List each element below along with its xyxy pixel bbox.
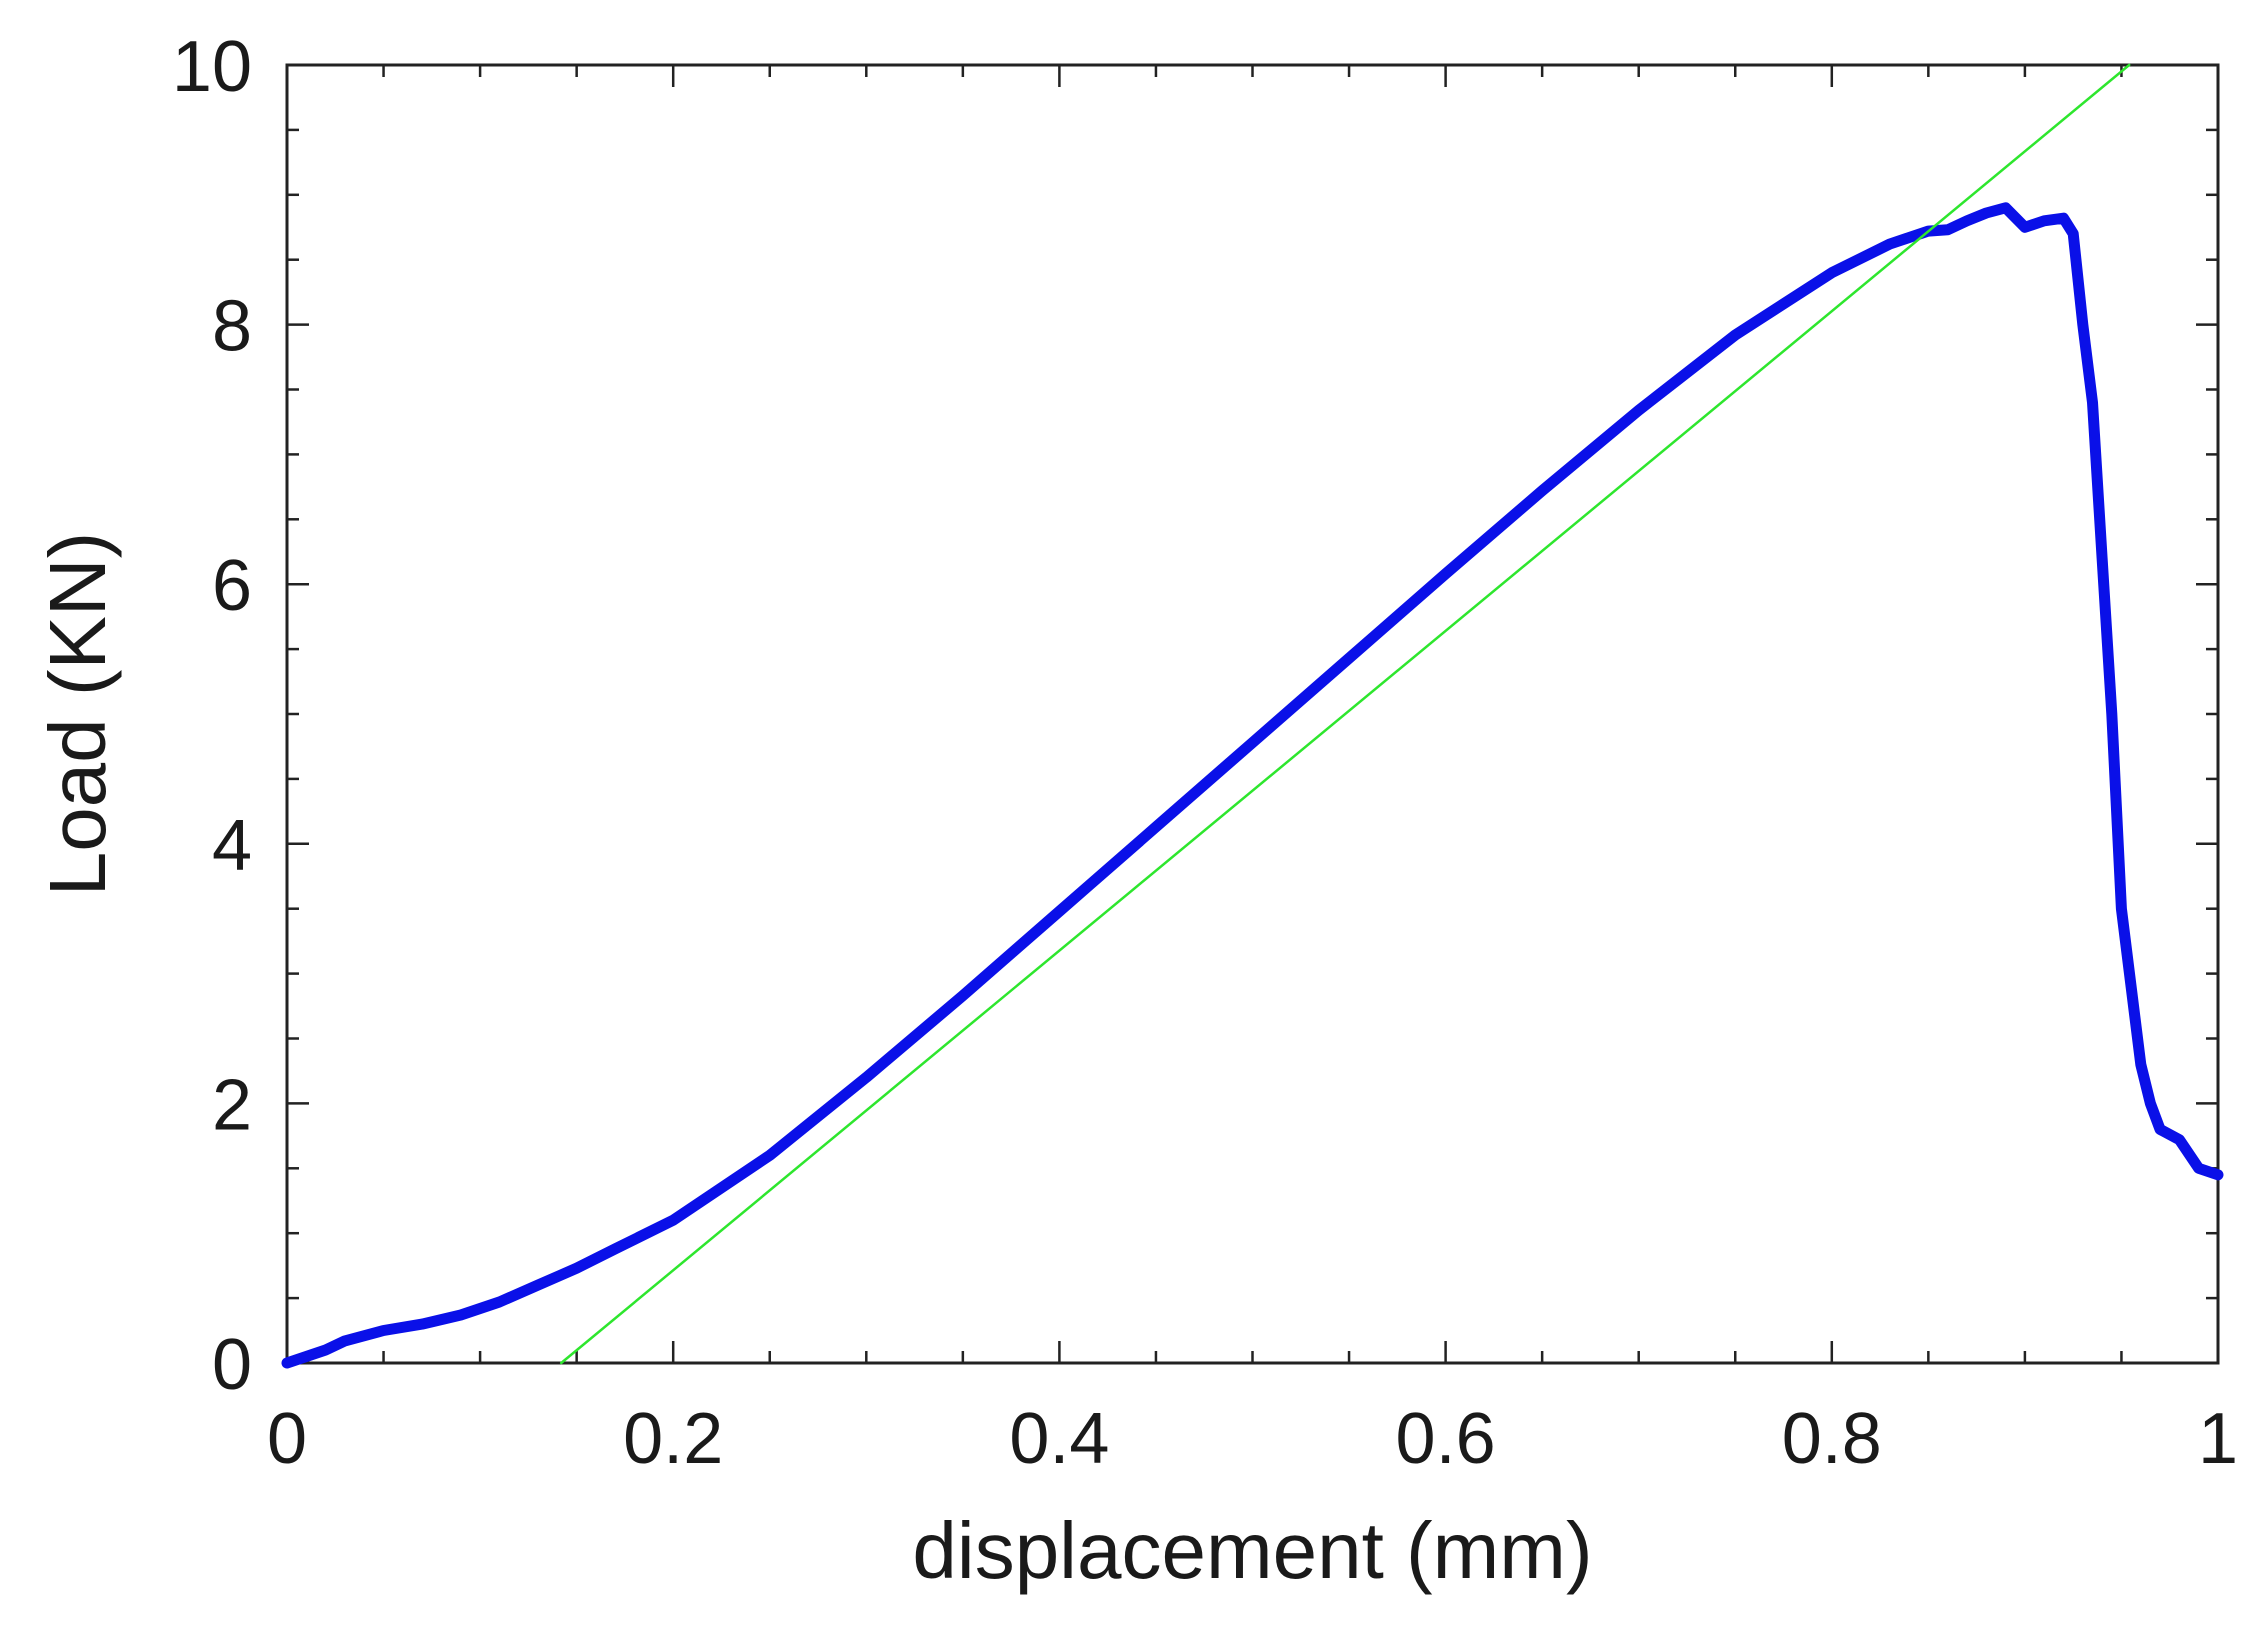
y-tick-label: 4	[212, 806, 252, 886]
y-tick-label: 6	[212, 546, 252, 626]
plot-frame	[285, 63, 2220, 1365]
x-tick-label: 0	[267, 1399, 307, 1479]
x-axis-title: displacement (mm)	[912, 1506, 1592, 1595]
x-tick-label: 1	[2198, 1399, 2238, 1479]
load-displacement-curve	[281, 202, 2224, 1369]
x-tick-label: 0.8	[1782, 1399, 1882, 1479]
y-tick-label: 2	[212, 1065, 252, 1145]
x-tick-label: 0.2	[623, 1399, 723, 1479]
y-tick-label: 0	[212, 1325, 252, 1405]
y-tick-label: 8	[212, 287, 252, 367]
series-layer	[281, 63, 2224, 1369]
y-tick-label: 10	[172, 27, 252, 107]
x-tick-label: 0.6	[1396, 1399, 1496, 1479]
y-axis-title: Load (KN)	[33, 532, 122, 897]
plot-area	[285, 63, 2220, 1365]
linear-fit-line	[559, 63, 2131, 1365]
x-tick-label: 0.4	[1009, 1399, 1109, 1479]
axis-ticks	[285, 63, 2220, 1365]
